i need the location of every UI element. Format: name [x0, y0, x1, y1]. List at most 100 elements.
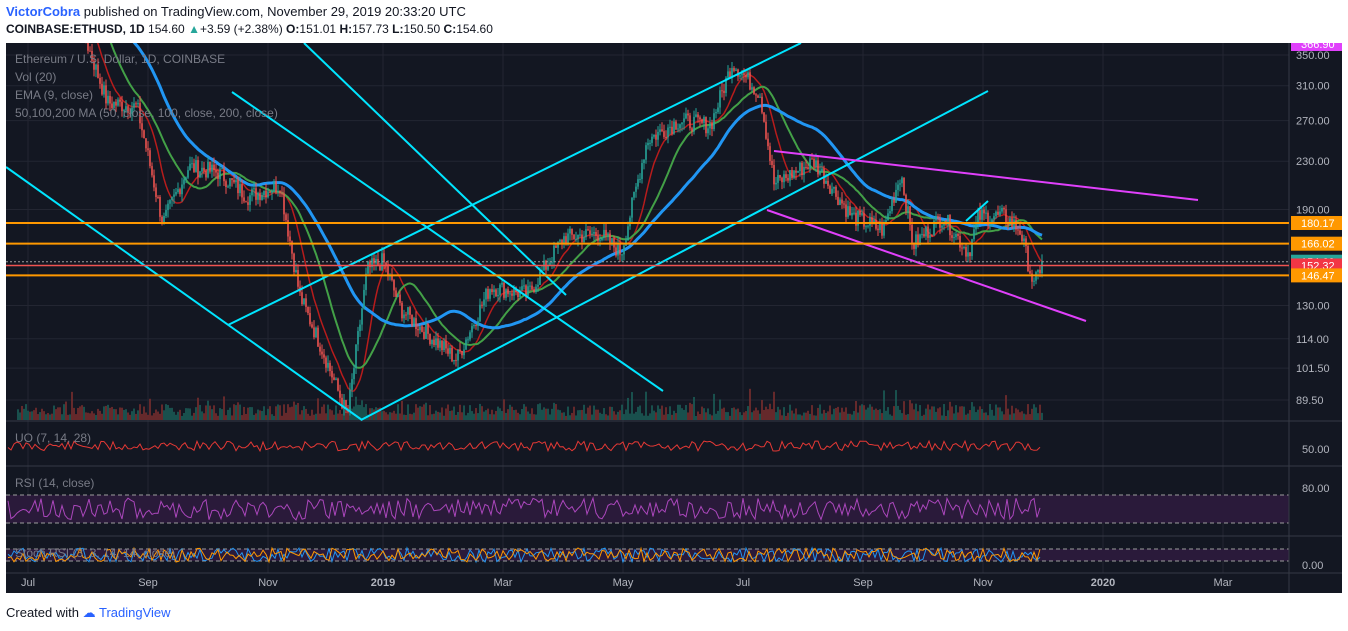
candle	[129, 112, 131, 114]
candles	[85, 43, 1043, 416]
candle	[897, 184, 899, 190]
low-label: L:	[392, 22, 404, 36]
volume-bar	[437, 411, 439, 420]
time-axis[interactable]: Jul Sep Nov 2019 Mar May Jul Sep Nov 2020 Mar	[21, 577, 1233, 589]
candle	[991, 219, 993, 223]
candle	[445, 341, 447, 349]
price-label-tag[interactable]	[1291, 268, 1342, 283]
candle	[1003, 208, 1005, 210]
volume-bar	[105, 405, 107, 420]
legend-ma: 50,100,200 MA (50, close, 100, close, 20…	[15, 106, 278, 120]
volume-bar	[1041, 412, 1043, 420]
volume-bar	[195, 407, 197, 420]
candle	[267, 191, 269, 198]
candle	[1039, 269, 1041, 274]
volume-bar	[1005, 395, 1007, 420]
horizontal-levels[interactable]	[6, 221, 1289, 277]
volume-bar	[279, 405, 281, 420]
candle	[321, 351, 323, 355]
candle	[925, 226, 927, 237]
volume-bar	[731, 408, 733, 420]
volume-bar	[41, 408, 43, 420]
volume-bar	[273, 415, 275, 420]
volume-bar	[933, 406, 935, 420]
cyan-small-line[interactable]	[965, 200, 989, 222]
candle	[145, 138, 147, 149]
candle	[163, 216, 165, 224]
magenta-resistance-line[interactable]	[773, 150, 1199, 201]
price-label-tag[interactable]	[1291, 43, 1342, 51]
author-link[interactable]: VictorCobra	[6, 4, 81, 19]
cyan-channel-upper[interactable]	[227, 43, 802, 326]
drawings[interactable]	[6, 43, 1199, 421]
volume-bar	[423, 404, 425, 420]
volume-bar	[485, 410, 487, 420]
volume-bar	[73, 407, 75, 420]
candle	[987, 212, 989, 225]
volume-bar	[831, 414, 833, 420]
volume-bar	[819, 404, 821, 420]
candle	[1001, 208, 1003, 212]
candle	[921, 234, 923, 236]
volume-bar	[689, 402, 691, 420]
candle	[775, 182, 777, 185]
price-tick-label: 190.00	[1296, 205, 1330, 217]
candle	[789, 170, 791, 181]
candle	[105, 85, 107, 104]
volume-bar	[257, 409, 259, 420]
volume-bar	[107, 404, 109, 420]
price-label-tag[interactable]	[1291, 215, 1342, 230]
tradingview-link[interactable]: TradingView	[99, 605, 171, 620]
volume-bar	[1035, 407, 1037, 420]
candle	[729, 71, 731, 78]
volume-bar	[441, 407, 443, 420]
volume-bar	[539, 403, 541, 420]
candle	[727, 71, 729, 78]
volume-bar	[39, 412, 41, 420]
volume-bar	[597, 409, 599, 420]
candle	[701, 119, 703, 123]
volume-bar	[369, 408, 371, 420]
candle	[611, 238, 613, 244]
candle	[891, 199, 893, 212]
candle	[715, 112, 717, 114]
price-chart[interactable]: 350.00 310.00 270.00 230.00 190.00 130.00 114.…	[6, 43, 1342, 593]
candle	[583, 237, 585, 243]
candle	[879, 223, 881, 231]
rsi-label: RSI (14, close)	[15, 476, 94, 490]
volume-bar	[991, 409, 993, 420]
volume-bar	[883, 390, 885, 420]
volume-bar	[489, 414, 491, 420]
candle	[421, 326, 423, 332]
indicator-tick-label: 50.00	[1302, 444, 1330, 456]
volume-bar	[717, 410, 719, 420]
candle	[499, 284, 501, 295]
cyan-trendline-3[interactable]	[303, 43, 567, 296]
volume-bar	[439, 412, 441, 420]
candle	[525, 285, 527, 296]
volume-bar	[85, 412, 87, 420]
volume-bar	[551, 408, 553, 420]
cyan-channel-lower[interactable]	[360, 90, 989, 421]
candle	[709, 123, 711, 129]
volume-bar	[899, 409, 901, 420]
cyan-trendline-2[interactable]	[231, 91, 664, 392]
volume-bar	[607, 415, 609, 420]
candle	[417, 328, 419, 331]
volume-bar	[995, 404, 997, 420]
candle	[667, 127, 669, 138]
candle	[539, 271, 541, 285]
volume-bar	[1039, 404, 1041, 420]
price-axis[interactable]: 350.00 310.00 270.00 230.00 190.00 130.00 114.…	[1291, 43, 1342, 572]
cyan-trendline-1[interactable]	[6, 166, 363, 421]
volume-bar	[401, 400, 403, 420]
candle	[189, 163, 191, 171]
candle	[855, 212, 857, 226]
candle	[777, 175, 779, 183]
candle	[367, 261, 369, 274]
candle	[547, 265, 549, 270]
candle	[765, 121, 767, 139]
volume-bar	[323, 404, 325, 420]
price-label-tag[interactable]	[1291, 236, 1342, 251]
candle	[549, 262, 551, 266]
